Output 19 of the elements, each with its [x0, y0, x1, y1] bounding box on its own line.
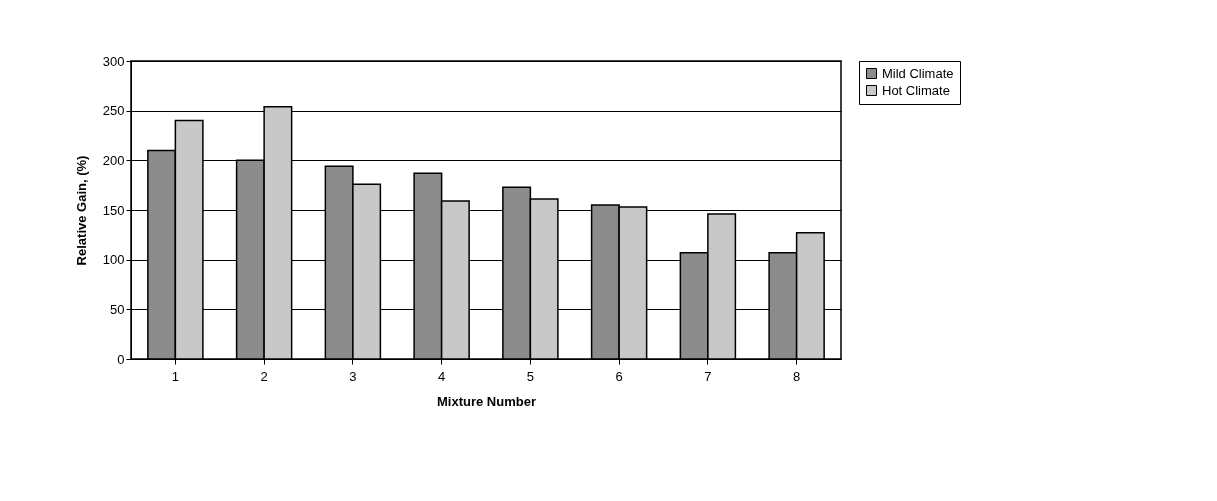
x-tick-label: 2 — [260, 368, 268, 384]
y-tick-label: 50 — [110, 301, 125, 317]
y-tick-label: 300 — [102, 53, 125, 69]
y-axis-title: Relative Gain, (%) — [73, 155, 89, 266]
x-tick-label: 7 — [704, 368, 712, 384]
x-tick-label: 6 — [615, 368, 623, 384]
y-tick-label: 150 — [102, 202, 125, 218]
legend-label: Mild Climate — [882, 65, 954, 81]
x-tick-label: 1 — [171, 368, 179, 384]
legend-label: Hot Climate — [882, 82, 950, 98]
y-tick-label: 200 — [102, 152, 125, 168]
y-tick-label: 0 — [117, 351, 125, 367]
y-tick-label: 250 — [102, 103, 125, 119]
y-tick-label: 100 — [102, 252, 125, 268]
x-tick-label: 5 — [526, 368, 534, 384]
x-tick-label: 8 — [793, 368, 801, 384]
x-axis-title: Mixture Number — [437, 393, 536, 409]
x-tick-label: 4 — [438, 368, 446, 384]
x-tick-label: 3 — [349, 368, 357, 384]
